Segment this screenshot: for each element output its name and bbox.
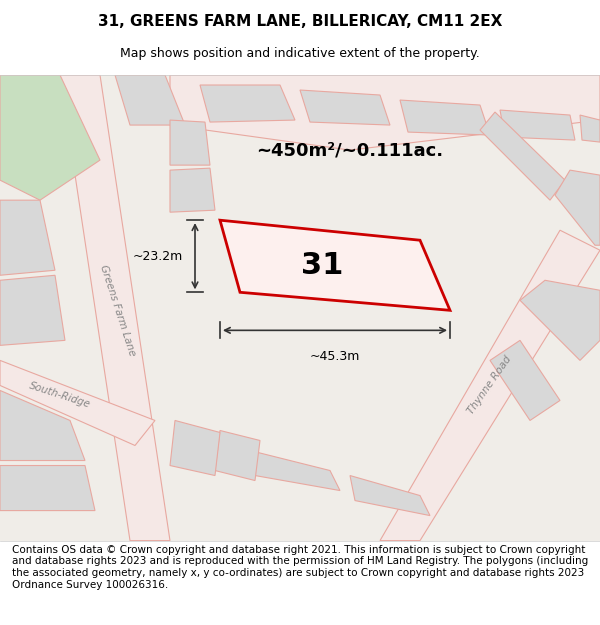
Polygon shape — [115, 75, 185, 125]
Polygon shape — [170, 421, 220, 476]
Text: Greens Farm Lane: Greens Farm Lane — [98, 263, 137, 358]
Text: Contains OS data © Crown copyright and database right 2021. This information is : Contains OS data © Crown copyright and d… — [12, 545, 588, 589]
Text: Map shows position and indicative extent of the property.: Map shows position and indicative extent… — [120, 48, 480, 61]
Polygon shape — [60, 75, 170, 541]
Polygon shape — [0, 391, 85, 461]
Text: ~450m²/~0.111ac.: ~450m²/~0.111ac. — [256, 141, 443, 159]
Text: South-Ridge: South-Ridge — [28, 381, 92, 410]
Text: ~45.3m: ~45.3m — [310, 351, 360, 363]
Polygon shape — [170, 168, 215, 212]
Polygon shape — [215, 431, 260, 481]
Polygon shape — [300, 90, 390, 125]
Polygon shape — [0, 275, 65, 346]
Polygon shape — [380, 230, 600, 541]
Polygon shape — [520, 280, 600, 361]
Polygon shape — [170, 75, 600, 150]
Polygon shape — [500, 110, 575, 140]
Polygon shape — [580, 115, 600, 142]
Polygon shape — [200, 85, 295, 122]
Polygon shape — [400, 100, 490, 135]
Polygon shape — [490, 341, 560, 421]
Polygon shape — [0, 200, 55, 275]
Text: 31: 31 — [301, 251, 344, 280]
Polygon shape — [0, 75, 100, 200]
Polygon shape — [555, 170, 600, 245]
Polygon shape — [250, 451, 340, 491]
Polygon shape — [0, 361, 155, 446]
Polygon shape — [0, 466, 95, 511]
Text: 31, GREENS FARM LANE, BILLERICAY, CM11 2EX: 31, GREENS FARM LANE, BILLERICAY, CM11 2… — [98, 14, 502, 29]
Polygon shape — [480, 112, 565, 200]
Text: ~23.2m: ~23.2m — [133, 250, 183, 262]
Polygon shape — [350, 476, 430, 516]
Text: Thynne Road: Thynne Road — [466, 354, 514, 416]
Polygon shape — [170, 120, 210, 165]
Polygon shape — [220, 220, 450, 311]
